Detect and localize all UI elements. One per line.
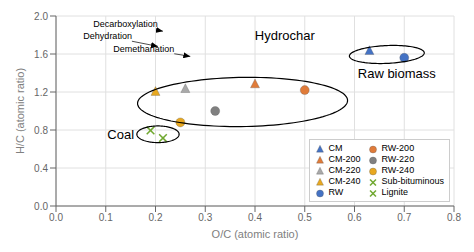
svg-text:Demethanation: Demethanation bbox=[113, 44, 174, 54]
svg-text:Dehydration: Dehydration bbox=[83, 31, 132, 41]
svg-text:0.4: 0.4 bbox=[34, 163, 48, 174]
svg-text:0.0: 0.0 bbox=[34, 201, 48, 212]
html-text:RW-200: RW-200 bbox=[381, 143, 415, 153]
svg-text:0.5: 0.5 bbox=[298, 212, 312, 223]
svg-text:0.3: 0.3 bbox=[198, 212, 212, 223]
svg-text:0.4: 0.4 bbox=[248, 212, 262, 223]
svg-text:0.7: 0.7 bbox=[397, 212, 411, 223]
svg-text:0.2: 0.2 bbox=[149, 212, 163, 223]
svg-text:Raw biomass: Raw biomass bbox=[358, 66, 437, 81]
svg-text:O/C (atomic ratio): O/C (atomic ratio) bbox=[212, 228, 299, 240]
html-text:CM: CM bbox=[328, 143, 343, 153]
svg-text:0.8: 0.8 bbox=[447, 212, 461, 223]
svg-text:0.8: 0.8 bbox=[34, 125, 48, 136]
svg-text:Coal: Coal bbox=[107, 127, 134, 142]
svg-text:0.6: 0.6 bbox=[348, 212, 362, 223]
svg-text:1.6: 1.6 bbox=[34, 49, 48, 60]
html-text:CM-240: CM-240 bbox=[328, 176, 361, 186]
html-text:RW-220: RW-220 bbox=[381, 154, 415, 164]
svg-text:1.2: 1.2 bbox=[34, 87, 48, 98]
html-text:RW: RW bbox=[328, 187, 344, 197]
svg-text:Hydrochar: Hydrochar bbox=[255, 28, 316, 43]
html-text:CM-200: CM-200 bbox=[328, 154, 361, 164]
svg-text:H/C (atomic ratio): H/C (atomic ratio) bbox=[14, 68, 26, 154]
html-text:CM-220: CM-220 bbox=[328, 165, 361, 175]
svg-text:Decarboxylation: Decarboxylation bbox=[93, 19, 158, 29]
html-text:Sub-bituminous: Sub-bituminous bbox=[381, 176, 444, 186]
svg-text:0.1: 0.1 bbox=[99, 212, 113, 223]
html-text:RW-240: RW-240 bbox=[381, 165, 415, 175]
svg-text:2.0: 2.0 bbox=[34, 11, 48, 22]
svg-text:0.0: 0.0 bbox=[49, 212, 63, 223]
html-text:Lignite: Lignite bbox=[381, 187, 408, 197]
